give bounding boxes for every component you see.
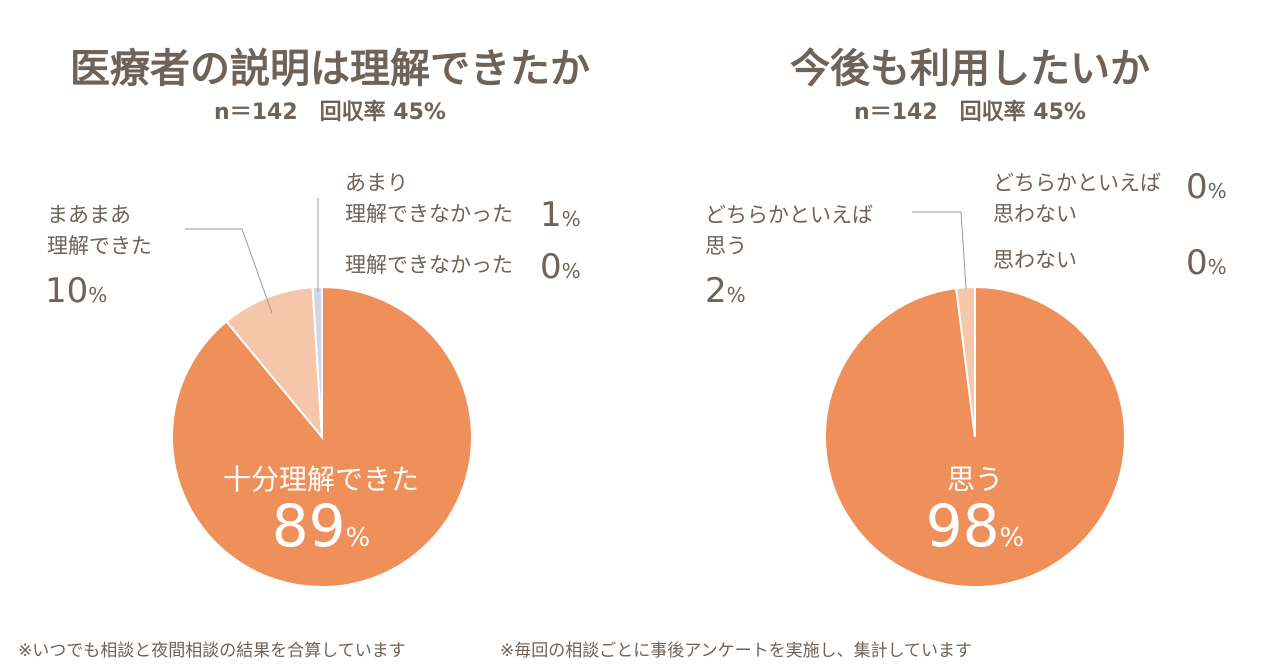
chart1-value-not: 0% [540, 247, 581, 287]
chart2-value-dochira-omou: 2% [705, 271, 746, 311]
chart1-label-mamaa: まあまあ 理解できた [47, 203, 152, 258]
chart2-value-main: 98% [925, 492, 1025, 560]
chart1-label-amari: あまり 理解できなかった [345, 171, 513, 226]
chart2-title: 今後も利用したいか [790, 46, 1150, 92]
chart1-label-main: 十分理解できた [222, 463, 419, 496]
chart2-label-omowanai: 思わない [993, 248, 1077, 272]
footnote-1: ※いつでも相談と夜間相談の結果を合算しています [18, 641, 406, 661]
chart1-value-main: 89% [271, 492, 371, 560]
chart2-leader-dochira [912, 211, 967, 290]
chart1-value-mamaa: 10% [45, 271, 108, 311]
chart2-subtitle: n＝142 回収率 45% [854, 100, 1086, 125]
chart1-title: 医療者の説明は理解できたか [70, 46, 590, 92]
chart1-slice-0 [171, 285, 473, 588]
chart2-label-dochira-omou: どちらかといえば 思う [705, 203, 873, 258]
chart1-label-not: 理解できなかった [345, 253, 513, 277]
chart2-value-dochira-omowanai: 0% [1186, 167, 1227, 207]
chart1-value-amari: 1% [540, 195, 581, 235]
chart1-subtitle: n＝142 回収率 45% [214, 100, 446, 125]
footnote-2: ※毎回の相談ごとに事後アンケートを実施し、集計しています [500, 641, 973, 661]
chart1-leader-mamaa [185, 228, 273, 314]
chart2-label-dochira-omowanai: どちらかといえば 思わない [993, 171, 1161, 226]
chart2-label-main: 思う [946, 463, 1003, 496]
chart1-slice-2 [311, 285, 323, 438]
chart2-value-omowanai: 0% [1186, 243, 1227, 283]
